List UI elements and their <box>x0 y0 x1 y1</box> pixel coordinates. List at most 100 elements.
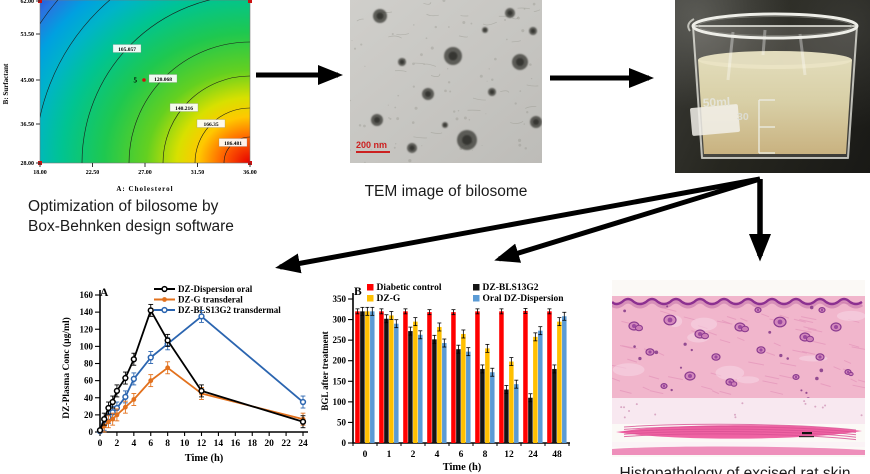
bar <box>432 339 437 443</box>
data-point-marker <box>122 404 128 410</box>
line-x-tick-label: 14 <box>214 439 224 449</box>
contour-x-tick-label: 36.00 <box>243 170 257 176</box>
contour-surface <box>39 0 251 164</box>
beaker-label-sticker <box>690 104 740 136</box>
data-point-marker <box>130 375 137 383</box>
bar <box>418 334 423 443</box>
data-point-marker <box>96 427 104 434</box>
line-y-tick-label: 160 <box>80 290 94 300</box>
bar <box>538 330 543 443</box>
subcutaneous-layer <box>612 398 865 424</box>
data-point-marker <box>299 418 307 425</box>
contour-xlabel: A: Cholesterol <box>116 185 173 193</box>
contour-x-tick-label: 22.50 <box>86 170 100 176</box>
data-point-marker <box>162 297 167 302</box>
bar <box>389 315 394 443</box>
panel-label-a: A <box>100 287 109 299</box>
bar <box>427 312 432 443</box>
beaker-spout <box>687 18 695 32</box>
bar <box>533 336 538 443</box>
data-point-marker <box>165 365 171 371</box>
line-xlabel: Time (h) <box>185 453 224 464</box>
contour-y-tick-label: 28.00 <box>21 161 35 167</box>
bar-x-tick-label: 2 <box>411 450 416 460</box>
line-y-tick-label: 60 <box>84 376 94 386</box>
bar <box>509 361 514 443</box>
histology-scale-mark <box>802 432 812 435</box>
line-x-tick-label: 22 <box>281 439 291 449</box>
bar <box>384 318 389 443</box>
data-point-marker <box>164 337 171 344</box>
data-point-marker <box>161 285 168 293</box>
data-point-marker <box>109 398 116 406</box>
design-corner-point <box>248 0 252 3</box>
line-series-0 <box>96 303 307 434</box>
line-legend-label: DZ-BLS13G2 transdermal <box>178 305 281 315</box>
contour-level-label: 166.35 <box>203 122 218 128</box>
line-y-tick-label: 140 <box>80 307 94 317</box>
tem-image-content: 200 nm <box>349 0 542 164</box>
bar <box>528 397 533 443</box>
line-x-tick-label: 20 <box>264 439 274 449</box>
tem-caption: TEM image of bilosome <box>364 183 528 200</box>
bar-ylabel: BGL after treatment <box>320 331 330 410</box>
line-legend-label: DZ-Dispersion oral <box>178 284 253 294</box>
bar-legend-label: Diabetic control <box>377 283 442 293</box>
data-point-marker <box>101 416 108 423</box>
bar <box>403 311 408 443</box>
line-y-tick-label: 0 <box>89 427 94 437</box>
contour-x-tick-label: 18.00 <box>33 170 47 176</box>
bar-legend-swatch <box>367 284 374 291</box>
line-y-tick-label: 100 <box>80 341 94 351</box>
line-x-tick-label: 24 <box>298 439 308 449</box>
bar <box>514 384 519 443</box>
line-x-tick-label: 4 <box>131 439 136 449</box>
data-point-marker <box>110 416 116 422</box>
line-legend-label: DZ-G transderal <box>178 295 243 305</box>
bar-xlabel: Time (h) <box>443 462 482 473</box>
bar <box>461 333 466 443</box>
line-y-tick-label: 120 <box>80 324 94 334</box>
dermis-layer <box>612 296 865 400</box>
line-x-tick-label: 8 <box>165 439 170 449</box>
bar <box>379 311 384 443</box>
optimization-caption-line2: Box-Behnken design software <box>28 218 234 235</box>
bar <box>451 312 456 443</box>
bar-legend-label: DZ-G <box>377 294 401 304</box>
bar <box>360 311 365 443</box>
bar <box>523 310 528 443</box>
contour-level-label: 186.481 <box>224 141 242 147</box>
optimization-caption: Optimization of bilosome by Box-Behnken … <box>28 197 308 237</box>
data-point-marker <box>147 307 154 314</box>
bar-y-tick-label: 100 <box>333 397 347 407</box>
bar <box>557 321 562 443</box>
tem-scale-label: 200 nm <box>356 140 387 150</box>
line-y-tick-label: 20 <box>84 410 94 420</box>
data-point-marker <box>130 356 137 363</box>
design-point-label: 5 <box>134 77 138 85</box>
data-point-marker <box>131 397 137 402</box>
bar <box>480 368 485 443</box>
bar-x-tick-label: 12 <box>504 450 514 460</box>
data-point-marker <box>122 374 129 382</box>
bar <box>413 321 418 443</box>
data-point-marker <box>105 404 112 412</box>
bar-legend-swatch <box>473 295 480 302</box>
line-ylabel: DZ-Plasma Conc (µg/ml) <box>61 317 72 419</box>
data-point-marker <box>106 419 111 425</box>
contour-y-tick-label: 36.50 <box>21 122 35 128</box>
line-x-tick-label: 2 <box>115 439 120 449</box>
bar-x-tick-label: 8 <box>483 450 488 460</box>
contour-level-label: 140.216 <box>175 106 193 112</box>
bar-legend-swatch <box>473 284 480 291</box>
bar-legend-label: Oral DZ-Dispersion <box>483 294 565 304</box>
lower-muscle-band <box>612 446 865 455</box>
contour-x-tick-label: 31.50 <box>191 170 205 176</box>
line-x-tick-label: 10 <box>180 439 190 449</box>
contour-ylabel: B: Surfactant <box>2 63 10 104</box>
bar <box>437 326 442 443</box>
bar <box>562 316 567 443</box>
line-x-tick-label: 0 <box>98 439 103 449</box>
bar <box>466 351 471 443</box>
